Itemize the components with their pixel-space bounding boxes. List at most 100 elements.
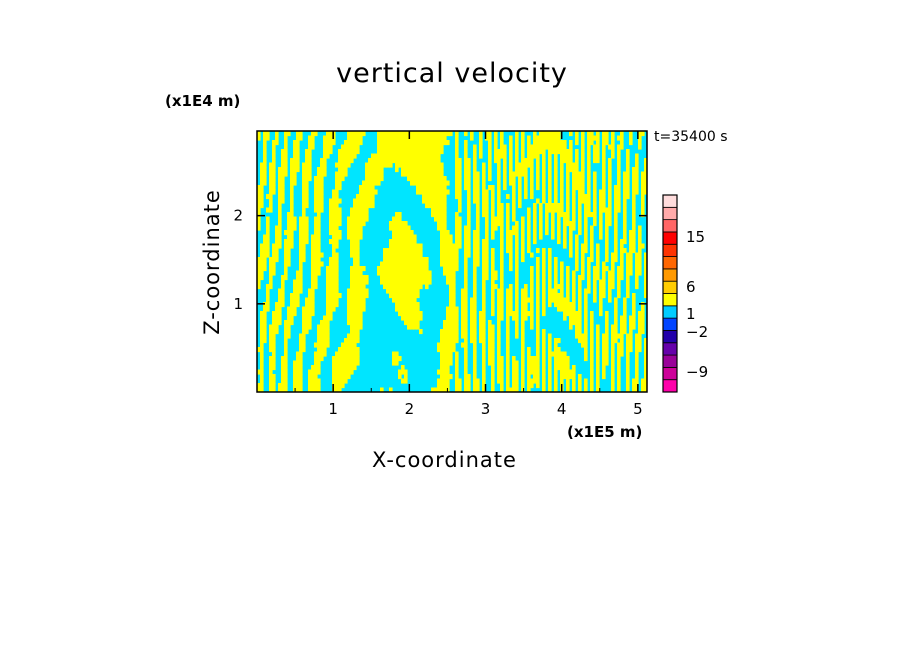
field-cell <box>506 329 510 335</box>
field-cell <box>500 153 504 159</box>
field-cell <box>473 324 477 330</box>
field-cell <box>425 275 429 281</box>
field-cell <box>566 198 570 204</box>
field-cell <box>485 248 489 254</box>
field-cell <box>272 149 276 155</box>
field-cell <box>431 176 435 182</box>
field-cell <box>416 158 420 164</box>
field-cell <box>455 162 459 168</box>
field-cell <box>425 171 429 177</box>
field-cell <box>611 351 615 357</box>
field-cell <box>278 171 282 177</box>
field-cell <box>305 198 309 204</box>
field-cell <box>392 270 396 276</box>
field-cell <box>590 324 594 330</box>
field-cell <box>266 284 270 290</box>
field-cell <box>569 167 573 173</box>
field-cell <box>416 180 420 186</box>
field-cell <box>581 243 585 249</box>
field-cell <box>620 140 624 146</box>
time-label: t=35400 s <box>654 129 728 145</box>
field-cell <box>413 275 417 281</box>
field-cell <box>398 374 402 380</box>
field-cell <box>443 176 447 182</box>
field-cell <box>491 234 495 240</box>
field-cell <box>530 288 534 294</box>
field-cell <box>362 221 366 227</box>
field-cell <box>512 356 516 362</box>
field-cell <box>614 203 618 209</box>
field-cell <box>416 185 420 191</box>
field-cell <box>392 131 396 137</box>
field-cell <box>341 144 345 150</box>
field-cell <box>350 365 354 371</box>
field-cell <box>356 257 360 263</box>
field-cell <box>500 302 504 308</box>
field-cell <box>278 297 282 303</box>
field-cell <box>551 293 555 299</box>
field-cell <box>536 306 540 312</box>
field-cell <box>260 374 264 380</box>
field-cell <box>554 270 558 276</box>
field-cell <box>449 252 453 258</box>
field-cell <box>440 198 444 204</box>
field-cell <box>257 275 261 281</box>
field-cell <box>548 185 552 191</box>
field-cell <box>290 189 294 195</box>
field-cell <box>332 221 336 227</box>
field-cell <box>644 365 647 371</box>
field-cell <box>560 360 564 366</box>
field-cell <box>632 387 636 392</box>
field-cell <box>596 131 600 137</box>
field-cell <box>317 216 321 222</box>
field-cell <box>437 162 441 168</box>
field-cell <box>500 288 504 294</box>
field-cell <box>611 356 615 362</box>
field-cell <box>257 198 261 204</box>
field-cell <box>548 288 552 294</box>
field-cell <box>617 185 621 191</box>
field-cell <box>509 311 513 317</box>
field-cell <box>386 275 390 281</box>
field-cell <box>353 320 357 326</box>
field-cell <box>572 216 576 222</box>
field-cell <box>602 266 606 272</box>
field-cell <box>326 153 330 159</box>
field-cell <box>347 369 351 375</box>
field-cell <box>515 306 519 312</box>
field-cell <box>437 167 441 173</box>
field-cell <box>464 230 468 236</box>
field-cell <box>272 329 276 335</box>
field-cell <box>326 144 330 150</box>
field-cell <box>614 185 618 191</box>
field-cell <box>605 212 609 218</box>
field-cell <box>527 383 531 389</box>
field-cell <box>320 207 324 213</box>
field-cell <box>293 360 297 366</box>
field-cell <box>566 306 570 312</box>
field-cell <box>395 261 399 267</box>
field-cell <box>548 365 552 371</box>
field-cell <box>560 351 564 357</box>
field-cell <box>449 329 453 335</box>
field-cell <box>572 387 576 392</box>
field-cell <box>482 162 486 168</box>
field-cell <box>527 365 531 371</box>
field-cell <box>581 131 585 137</box>
field-cell <box>482 176 486 182</box>
field-cell <box>356 144 360 150</box>
field-cell <box>299 288 303 294</box>
field-cell <box>293 369 297 375</box>
field-cell <box>437 176 441 182</box>
field-cell <box>347 153 351 159</box>
field-cell <box>371 167 375 173</box>
field-cell <box>287 329 291 335</box>
field-cell <box>419 311 423 317</box>
field-cell <box>338 162 342 168</box>
field-cell <box>416 162 420 168</box>
field-cell <box>488 158 492 164</box>
field-cell <box>353 360 357 366</box>
field-cell <box>395 239 399 245</box>
field-cell <box>284 369 288 375</box>
field-cell <box>455 333 459 339</box>
